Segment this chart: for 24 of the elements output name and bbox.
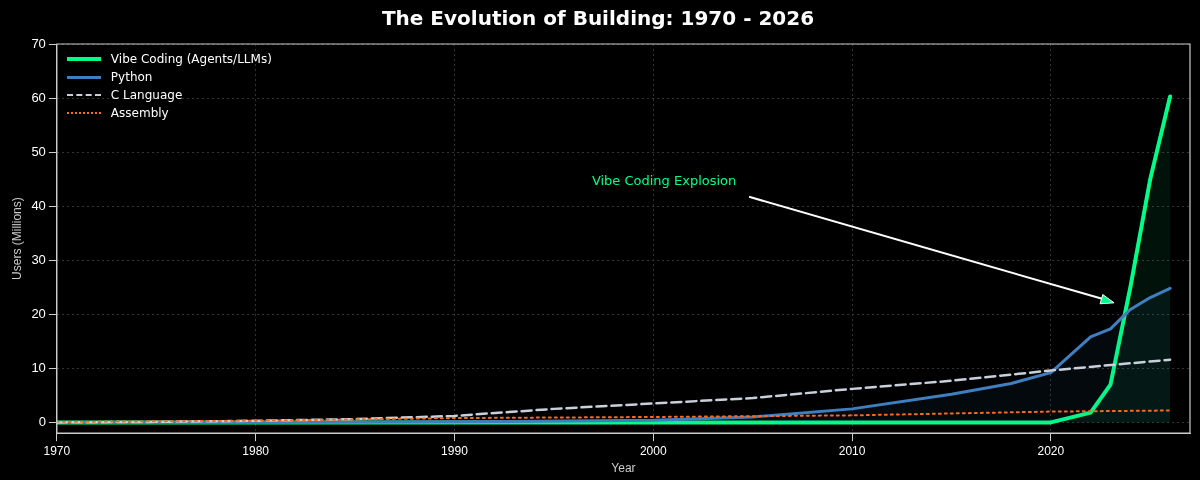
x-tick-label: 2020 bbox=[1037, 443, 1065, 458]
legend-label: Python bbox=[110, 69, 153, 86]
y-tick-label: 10 bbox=[31, 359, 46, 375]
y-tick-label: 20 bbox=[31, 305, 46, 321]
line-series bbox=[56, 358, 1172, 424]
x-axis-title: Year bbox=[611, 461, 636, 476]
x-tick-label: 1980 bbox=[242, 443, 270, 458]
x-tick-label: 2010 bbox=[838, 443, 866, 458]
legend-label: Vibe Coding (Agents/LLMs) bbox=[110, 51, 272, 68]
y-axis-title: Users (Millions) bbox=[9, 197, 24, 280]
legend-label: C Language bbox=[110, 87, 183, 104]
y-tick-label: 70 bbox=[31, 35, 46, 51]
chart-title: The Evolution of Building: 1970 - 2026 bbox=[381, 6, 815, 31]
y-tick-label: 50 bbox=[31, 143, 46, 159]
y-tick-label: 40 bbox=[31, 197, 46, 213]
x-tick-label: 1990 bbox=[441, 443, 469, 458]
y-tick-label: 30 bbox=[31, 251, 46, 267]
annotation: Vibe Coding Explosion bbox=[591, 172, 737, 188]
x-tick-label: 1970 bbox=[43, 443, 71, 458]
legend-label: Assembly bbox=[110, 105, 169, 122]
y-tick-label: 0 bbox=[38, 413, 46, 429]
x-tick-label: 2000 bbox=[639, 443, 667, 458]
y-tick-label: 60 bbox=[31, 89, 46, 105]
line-series bbox=[56, 409, 1172, 423]
